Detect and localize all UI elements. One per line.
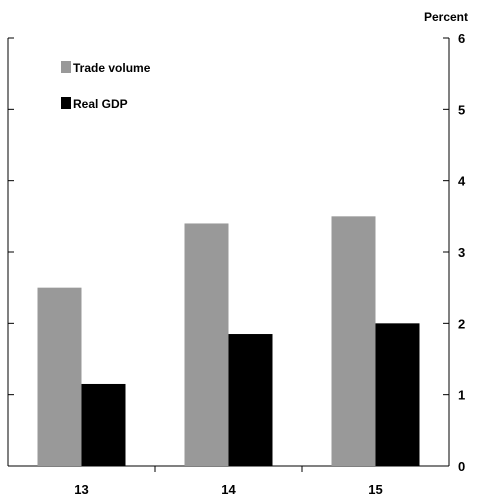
bar-trade-volume xyxy=(331,216,376,466)
bar-trade-volume xyxy=(37,287,82,466)
y-tick-label: 4 xyxy=(458,174,466,189)
legend: Trade volume Real GDP xyxy=(61,61,151,111)
legend-label: Trade volume xyxy=(73,61,151,75)
bar-real-gdp xyxy=(228,334,273,466)
legend-swatch xyxy=(61,61,71,73)
x-tick-label: 13 xyxy=(74,482,88,495)
y-tick-label: 3 xyxy=(458,245,465,260)
x-tick-label: 15 xyxy=(368,482,382,495)
y-tick-label: 0 xyxy=(458,459,465,474)
bars xyxy=(37,216,420,466)
y-tick-label: 5 xyxy=(458,102,465,117)
y-tick-label: 6 xyxy=(458,31,465,46)
x-tick-label: 14 xyxy=(221,482,236,495)
bar-real-gdp xyxy=(375,323,420,466)
legend-swatch xyxy=(61,97,71,109)
y-axis-unit-label: Percent xyxy=(424,10,468,24)
y-tick-label: 1 xyxy=(458,388,465,403)
legend-label: Real GDP xyxy=(73,97,128,111)
y-tick-label: 2 xyxy=(458,316,465,331)
bar-real-gdp xyxy=(81,383,126,466)
bar-trade-volume xyxy=(184,223,229,466)
